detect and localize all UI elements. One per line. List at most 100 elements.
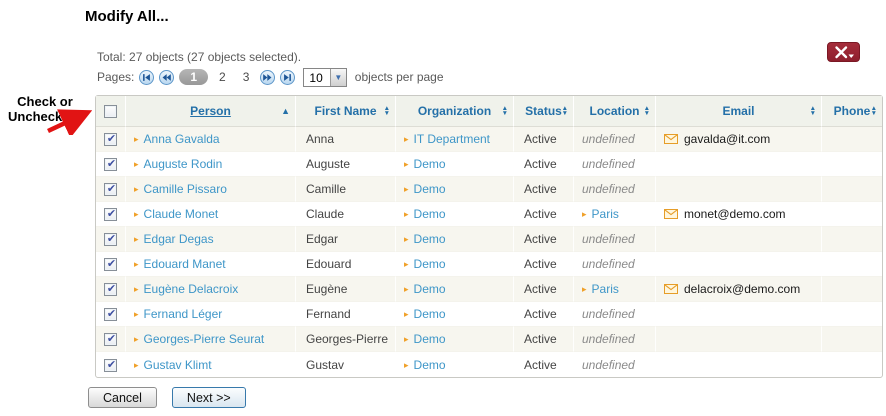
select-all-checkbox[interactable] — [104, 105, 117, 119]
row-checkbox[interactable] — [104, 233, 118, 247]
phone-cell — [822, 127, 882, 152]
status-cell: Active — [514, 352, 574, 377]
organization-link[interactable]: IT Department — [413, 132, 491, 146]
location-link[interactable]: Paris — [591, 282, 619, 296]
status-cell: Active — [514, 327, 574, 352]
expand-arrow-icon: ▸ — [134, 359, 139, 370]
column-label: Email — [722, 104, 755, 118]
previous-page-button[interactable] — [159, 69, 175, 85]
location-link[interactable]: Paris — [591, 207, 619, 221]
table-row: ▸ Fernand Léger Fernand ▸ Demo Active unde… — [96, 302, 882, 327]
select-all-header-cell — [96, 96, 126, 127]
next-button[interactable]: Next >> — [171, 387, 246, 408]
person-link[interactable]: Auguste Rodin — [143, 157, 223, 171]
page-title: Modify All... — [85, 8, 169, 25]
organization-link[interactable]: Demo — [413, 307, 446, 321]
current-page-indicator[interactable]: 1 — [179, 69, 209, 85]
previous-page-icon — [162, 73, 172, 81]
chevron-down-icon — [848, 54, 854, 58]
expand-arrow-icon: ▸ — [404, 159, 409, 169]
location-undefined-text: undefined — [582, 132, 635, 146]
last-page-button[interactable] — [280, 69, 296, 85]
expand-arrow-icon: ▸ — [134, 334, 139, 344]
organization-link[interactable]: Demo — [413, 357, 446, 372]
sort-both-icon[interactable]: ▲ ▼ — [809, 105, 816, 117]
person-link[interactable]: Anna Gavalda — [143, 132, 220, 146]
column-label: Location — [589, 104, 640, 118]
expand-arrow-icon: ▸ — [134, 284, 139, 294]
column-header-first-name[interactable]: First Name ▲ ▼ — [296, 96, 396, 127]
sort-both-icon[interactable]: ▲ ▼ — [501, 105, 508, 117]
row-checkbox[interactable] — [104, 358, 118, 372]
status-cell: Active — [514, 177, 574, 202]
organization-link[interactable]: Demo — [413, 332, 446, 346]
organization-link[interactable]: Demo — [413, 257, 446, 271]
status-cell: Active — [514, 127, 574, 152]
pagination-bar: Pages: 1 2 3 10 ▼ objects per page — [97, 66, 444, 88]
row-checkbox[interactable] — [104, 208, 118, 222]
organization-link[interactable]: Demo — [413, 232, 446, 246]
row-checkbox[interactable] — [104, 258, 118, 272]
organization-link[interactable]: Demo — [413, 157, 446, 171]
table-row: ▸ Anna Gavalda Anna ▸ IT Department Active… — [96, 127, 882, 152]
row-checkbox[interactable] — [104, 158, 118, 172]
tools-menu-icon — [834, 45, 854, 58]
column-header-email[interactable]: Email ▲ ▼ — [656, 96, 822, 127]
expand-arrow-icon: ▸ — [404, 234, 409, 244]
column-header-location[interactable]: Location ▲ ▼ — [574, 96, 656, 127]
organization-link[interactable]: Demo — [413, 182, 446, 196]
expand-arrow-icon: ▸ — [134, 234, 139, 244]
expand-arrow-icon: ▸ — [134, 309, 139, 319]
phone-cell — [822, 152, 882, 177]
person-link[interactable]: Fernand Léger — [143, 307, 223, 321]
cancel-button[interactable]: Cancel — [88, 387, 157, 408]
row-checkbox[interactable] — [104, 333, 118, 347]
row-checkbox[interactable] — [104, 308, 118, 322]
table-row: ▸ Edgar Degas Edgar ▸ Demo Active undefine… — [96, 227, 882, 252]
row-checkbox[interactable] — [104, 133, 118, 147]
objects-table: Person ▲ First Name ▲ ▼ Organization ▲ ▼ S… — [95, 95, 883, 378]
person-link[interactable]: Claude Monet — [143, 207, 219, 221]
table-row: ▸ Gustav Klimt Gustav ▸ Demo Active undefi… — [96, 352, 882, 377]
column-header-organization[interactable]: Organization ▲ ▼ — [396, 96, 514, 127]
location-undefined-text: undefined — [582, 357, 635, 372]
total-objects-text: Total: 27 objects (27 objects selected). — [97, 50, 302, 64]
first-page-button[interactable] — [139, 69, 155, 85]
first-name-cell: Fernand — [296, 302, 396, 327]
sort-both-icon[interactable]: ▲ ▼ — [383, 105, 390, 117]
table-row: ▸ Claude Monet Claude ▸ Demo Active ▸ Paris… — [96, 202, 882, 227]
row-checkbox[interactable] — [104, 183, 118, 197]
column-header-phone[interactable]: Phone ▲ ▼ — [822, 96, 882, 127]
tools-menu-button[interactable] — [827, 42, 860, 62]
email-text: delacroix@demo.com — [684, 281, 801, 296]
organization-link[interactable]: Demo — [413, 207, 446, 221]
column-header-person[interactable]: Person ▲ — [126, 96, 296, 127]
pages-label: Pages: — [97, 70, 135, 84]
page-2-link[interactable]: 2 — [219, 70, 226, 84]
person-link[interactable]: Gustav Klimt — [143, 357, 212, 372]
first-name-cell: Auguste — [296, 152, 396, 177]
column-header-status[interactable]: Status ▲ ▼ — [514, 96, 574, 127]
status-cell: Active — [514, 202, 574, 227]
sort-both-icon[interactable]: ▲ ▼ — [870, 105, 877, 117]
email-icon — [664, 133, 678, 144]
next-page-button[interactable] — [260, 69, 276, 85]
row-checkbox[interactable] — [104, 283, 118, 297]
phone-cell — [822, 327, 882, 352]
sort-ascending-icon[interactable]: ▲ — [281, 106, 290, 116]
person-link[interactable]: Edouard Manet — [143, 257, 226, 271]
objects-per-page-select[interactable]: 10 ▼ — [303, 67, 347, 87]
person-link[interactable]: Georges-Pierre Seurat — [143, 332, 265, 346]
expand-arrow-icon: ▸ — [404, 184, 409, 194]
page-3-link[interactable]: 3 — [242, 70, 250, 84]
sort-both-icon[interactable]: ▲ ▼ — [643, 105, 650, 117]
person-link[interactable]: Camille Pissaro — [143, 182, 227, 196]
person-link[interactable]: Edgar Degas — [143, 232, 214, 246]
expand-arrow-icon: ▸ — [404, 284, 409, 294]
organization-link[interactable]: Demo — [413, 282, 446, 296]
column-label: Status — [525, 104, 562, 118]
person-link[interactable]: Eugène Delacroix — [143, 282, 239, 296]
expand-arrow-icon: ▸ — [134, 184, 139, 194]
sort-both-icon[interactable]: ▲ ▼ — [561, 105, 568, 117]
